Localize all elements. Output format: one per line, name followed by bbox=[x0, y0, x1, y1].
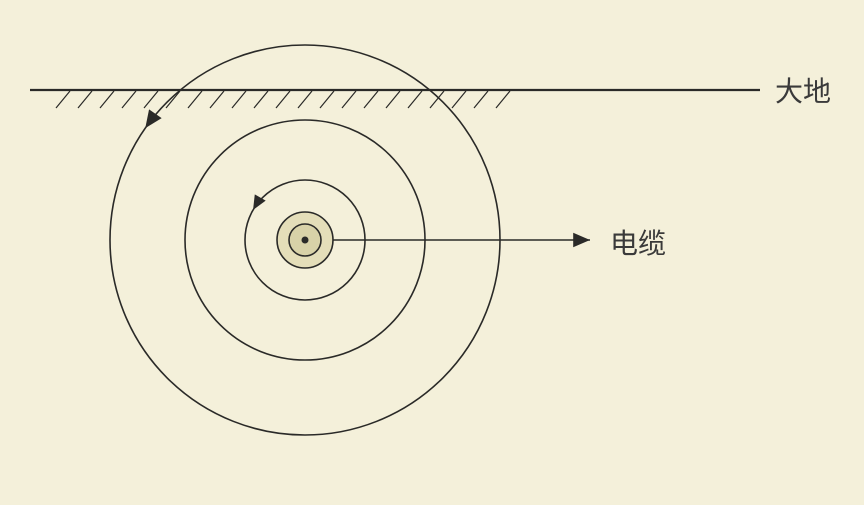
background bbox=[0, 0, 864, 505]
diagram-canvas bbox=[0, 0, 864, 505]
cable-label: 电缆 bbox=[610, 222, 666, 262]
cable-center-dot bbox=[302, 237, 309, 244]
ground-label: 大地 bbox=[775, 70, 831, 110]
